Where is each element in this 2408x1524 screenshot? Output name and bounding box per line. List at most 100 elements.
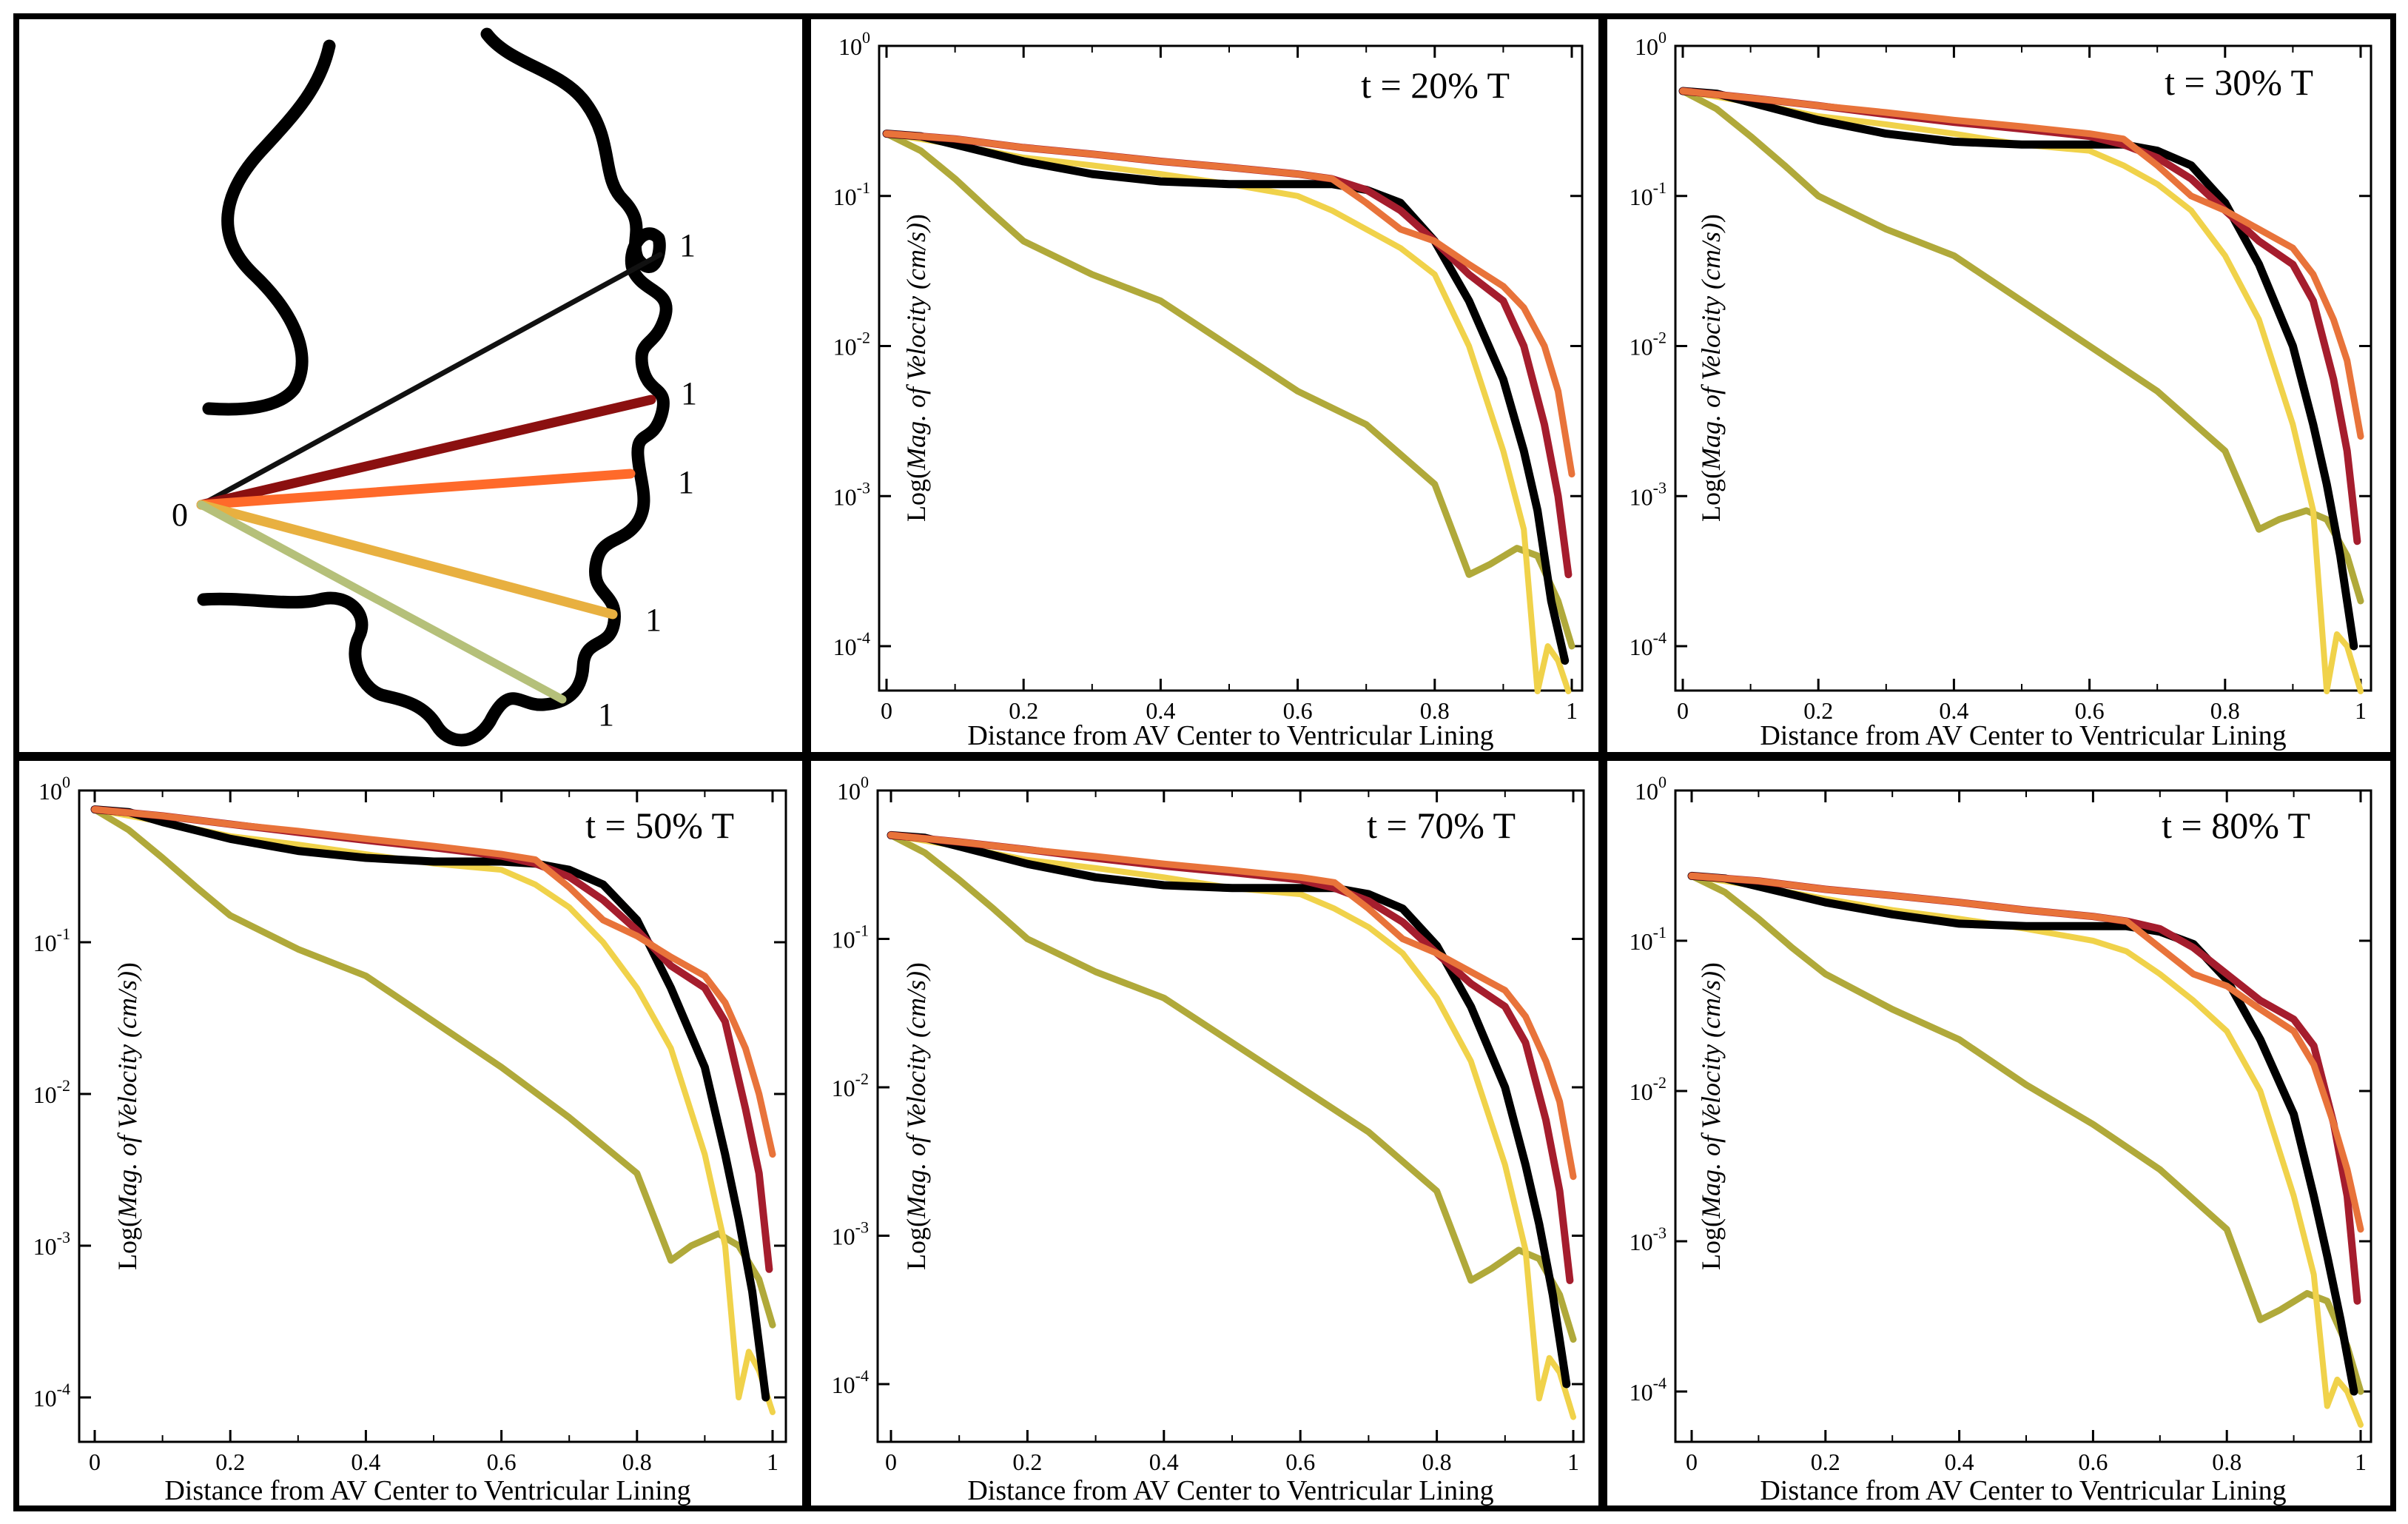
plot-frame xyxy=(78,789,787,1443)
x-tick-label: 1 xyxy=(2355,697,2367,724)
y-tick-label: 10-3 xyxy=(833,478,870,510)
y-axis-label-italic: Mag. of Velocity (cm/s) xyxy=(112,971,142,1219)
y-tick-base: 10 xyxy=(1630,334,1653,360)
y-tick-exponent: -1 xyxy=(857,178,870,197)
chart-title: t = 80% T xyxy=(2162,805,2310,846)
series-line-orange xyxy=(91,806,776,1158)
y-axis-label-prefix: Log( xyxy=(112,1218,142,1270)
ray-orange xyxy=(196,469,636,510)
x-tick-label: 0.2 xyxy=(215,1449,245,1475)
y-tick-exponent: -3 xyxy=(855,1218,869,1237)
y-axis-label: Log(Mag. of Velocity (cm/s)) xyxy=(901,214,931,522)
x-tick-label: 0.4 xyxy=(1149,1449,1179,1475)
series-lines xyxy=(1678,87,2364,694)
origin-label: 0 xyxy=(172,497,188,533)
x-tick-label: 0.4 xyxy=(1945,1449,1974,1475)
chart-t20: t = 20% T Distance from AV Center to Ven… xyxy=(833,28,1584,751)
series-line-yellow xyxy=(92,806,776,1415)
y-axis-label-suffix: ) xyxy=(901,962,931,971)
y-tick-exponent: 0 xyxy=(862,28,870,47)
y-tick-exponent: -3 xyxy=(57,1228,70,1246)
y-tick-label: 10-4 xyxy=(1630,628,1667,660)
y-tick-label: 10-4 xyxy=(1630,1374,1667,1406)
y-tick-exponent: -2 xyxy=(57,1076,70,1095)
x-tick-label: 0 xyxy=(881,697,892,724)
y-axis-label-italic: Mag. of Velocity (cm/s) xyxy=(1696,223,1726,471)
y-tick-exponent: -3 xyxy=(1653,1223,1667,1242)
x-tick-label: 0.4 xyxy=(351,1449,380,1475)
y-tick-base: 10 xyxy=(832,1075,855,1101)
series-line-orange xyxy=(883,130,1575,478)
y-axis-label: Log(Mag. of Velocity (cm/s)) xyxy=(901,962,931,1270)
y-tick-base: 10 xyxy=(832,1223,855,1250)
y-axis-label-suffix: ) xyxy=(112,962,142,971)
y-tick-base: 10 xyxy=(832,927,855,953)
y-tick-label: 10-3 xyxy=(832,1218,869,1250)
plot-frame xyxy=(876,789,1585,1443)
y-tick-exponent: -1 xyxy=(1653,923,1667,941)
y-tick-exponent: -3 xyxy=(857,478,870,497)
y-tick-base: 10 xyxy=(33,1233,57,1260)
x-tick-label: 0 xyxy=(885,1449,897,1475)
y-axis-label-prefix: Log( xyxy=(901,470,931,522)
x-axis-label: Distance from AV Center to Ventricular L… xyxy=(164,1475,690,1506)
y-tick-exponent: -4 xyxy=(855,1366,869,1385)
x-tick-label: 0.8 xyxy=(1420,697,1450,724)
x-tick-label: 0 xyxy=(89,1449,101,1475)
y-axis-label-prefix: Log( xyxy=(1696,470,1726,522)
y-tick-exponent: 0 xyxy=(1658,28,1667,47)
y-tick-base: 10 xyxy=(33,1081,57,1108)
y-tick-label: 10-2 xyxy=(832,1070,869,1101)
series-line-black xyxy=(1687,871,2358,1396)
y-tick-base: 10 xyxy=(832,1372,855,1398)
x-tick-label: 0.4 xyxy=(1146,697,1175,724)
y-tick-base: 10 xyxy=(833,334,857,360)
endpoint-label-black: 1 xyxy=(679,227,696,263)
y-tick-exponent: -1 xyxy=(57,924,70,943)
x-tick-label: 0.6 xyxy=(1283,697,1313,724)
ventricle-diagram: 0 1 1 1 1 1 xyxy=(172,27,697,747)
x-tick-label: 0.2 xyxy=(1811,1449,1840,1475)
y-tick-base: 10 xyxy=(1635,778,1658,805)
y-tick-base: 10 xyxy=(833,634,857,660)
series-line-orange xyxy=(1688,872,2364,1233)
x-tick-label: 0.4 xyxy=(1939,697,1968,724)
ray-black xyxy=(198,252,663,508)
y-tick-label: 10-1 xyxy=(33,924,70,956)
chart-title: t = 70% T xyxy=(1367,805,1516,846)
y-tick-label: 10-2 xyxy=(1630,329,1667,360)
y-tick-exponent: -4 xyxy=(857,628,870,647)
x-axis-label: Distance from AV Center to Ventricular L… xyxy=(1760,1475,2286,1506)
y-tick-exponent: -1 xyxy=(855,922,869,940)
y-tick-exponent: -3 xyxy=(1653,478,1667,497)
y-tick-label: 100 xyxy=(1635,773,1667,805)
x-tick-label: 0.6 xyxy=(1285,1449,1315,1475)
panel-borders xyxy=(13,13,2396,1511)
y-tick-base: 10 xyxy=(1630,483,1653,510)
y-tick-base: 10 xyxy=(833,184,857,210)
y-tick-base: 10 xyxy=(1630,1229,1653,1255)
endpoint-label-orange: 1 xyxy=(678,464,694,500)
y-tick-label: 100 xyxy=(1635,28,1667,60)
y-tick-base: 10 xyxy=(833,483,857,510)
y-tick-base: 10 xyxy=(1630,184,1653,210)
y-tick-label: 10-3 xyxy=(1630,1223,1667,1255)
chart-t30: t = 30% T Distance from AV Center to Ven… xyxy=(1630,28,2372,751)
x-tick-label: 0.2 xyxy=(1012,1449,1042,1475)
series-line-orange xyxy=(887,831,1577,1181)
y-axis-label-suffix: ) xyxy=(1696,214,1726,223)
y-axis-label-suffix: ) xyxy=(901,214,931,223)
series-lines xyxy=(90,805,776,1415)
y-tick-base: 10 xyxy=(1630,928,1653,955)
y-axis-label-suffix: ) xyxy=(1696,962,1726,971)
series-lines xyxy=(1687,871,2364,1428)
atrium-wall-outline xyxy=(202,39,336,416)
series-line-orange xyxy=(1679,87,2364,440)
x-tick-label: 1 xyxy=(1566,697,1578,724)
y-axis-label-italic: Mag. of Velocity (cm/s) xyxy=(901,971,931,1219)
ray-gold xyxy=(196,500,618,620)
x-tick-label: 0 xyxy=(1677,697,1689,724)
